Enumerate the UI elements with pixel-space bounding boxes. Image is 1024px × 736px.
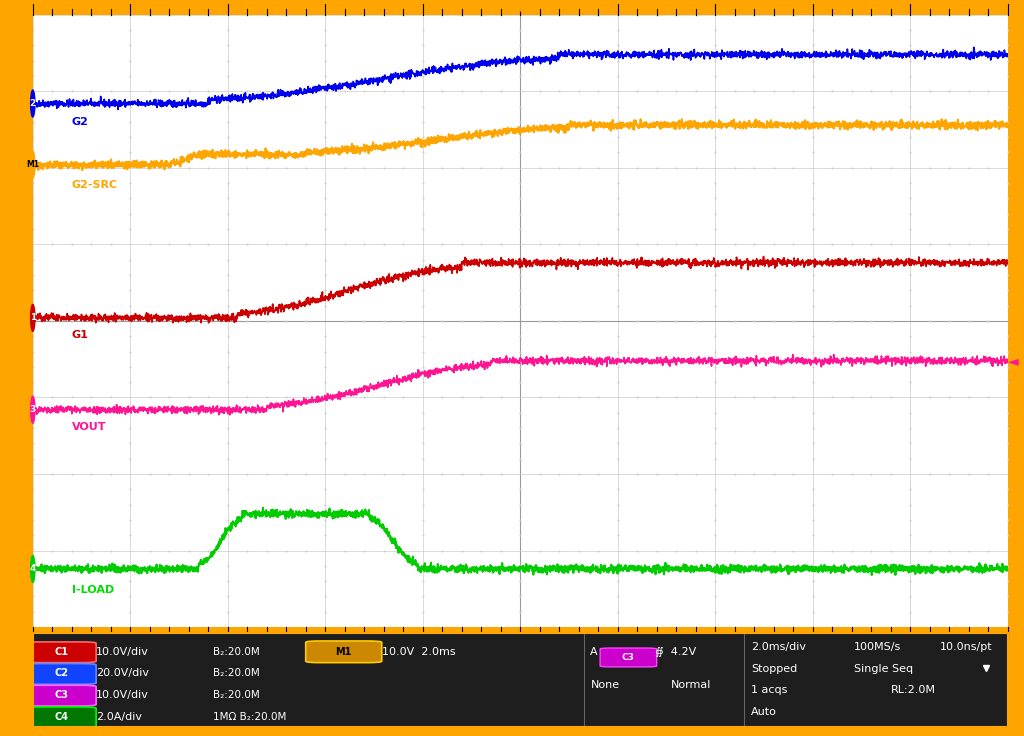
Text: C4: C4 bbox=[54, 712, 68, 722]
Text: G1: G1 bbox=[72, 330, 89, 340]
Text: C3: C3 bbox=[54, 690, 68, 700]
Text: M1: M1 bbox=[336, 647, 352, 657]
FancyBboxPatch shape bbox=[306, 641, 382, 662]
Text: ◄: ◄ bbox=[1008, 354, 1018, 368]
Text: C3: C3 bbox=[622, 653, 635, 662]
Text: RL:2.0M: RL:2.0M bbox=[891, 685, 936, 696]
Text: Single Seq: Single Seq bbox=[854, 664, 912, 673]
Text: G2-SRC: G2-SRC bbox=[72, 180, 118, 190]
Text: 1: 1 bbox=[30, 314, 36, 322]
Text: 10.0ns/pt: 10.0ns/pt bbox=[939, 642, 992, 652]
Text: Auto: Auto bbox=[752, 707, 777, 717]
Circle shape bbox=[31, 90, 35, 117]
Text: VOUT: VOUT bbox=[72, 422, 106, 433]
Text: 1MΩ B₂:20.0M: 1MΩ B₂:20.0M bbox=[213, 712, 287, 722]
Text: None: None bbox=[591, 680, 620, 690]
Text: 1 acqs: 1 acqs bbox=[752, 685, 787, 696]
FancyBboxPatch shape bbox=[26, 664, 96, 684]
Text: C2: C2 bbox=[54, 668, 68, 679]
Circle shape bbox=[31, 152, 35, 178]
Text: B₂:20.0M: B₂:20.0M bbox=[213, 668, 260, 679]
Circle shape bbox=[31, 556, 35, 582]
Text: B₂:20.0M: B₂:20.0M bbox=[213, 690, 260, 700]
Text: B₂:20.0M: B₂:20.0M bbox=[213, 647, 260, 657]
Text: 2.0ms/div: 2.0ms/div bbox=[752, 642, 806, 652]
Text: M1: M1 bbox=[27, 160, 39, 169]
Text: 20.0V/div: 20.0V/div bbox=[96, 668, 150, 679]
FancyBboxPatch shape bbox=[26, 642, 96, 662]
Text: I-LOAD: I-LOAD bbox=[72, 585, 114, 595]
FancyBboxPatch shape bbox=[26, 685, 96, 706]
Text: ∯  4.2V: ∯ 4.2V bbox=[654, 647, 696, 657]
Text: C1: C1 bbox=[54, 647, 68, 657]
Text: 100MS/s: 100MS/s bbox=[854, 642, 901, 652]
Text: Normal: Normal bbox=[672, 680, 712, 690]
Text: 2.0A/div: 2.0A/div bbox=[96, 712, 142, 722]
Text: 10.0V  2.0ms: 10.0V 2.0ms bbox=[382, 647, 456, 657]
Text: 3: 3 bbox=[30, 406, 36, 414]
FancyBboxPatch shape bbox=[600, 648, 656, 667]
Text: 10.0V/div: 10.0V/div bbox=[96, 647, 150, 657]
Text: 2: 2 bbox=[30, 99, 36, 108]
Text: 4: 4 bbox=[30, 565, 36, 573]
Text: 10.0V/div: 10.0V/div bbox=[96, 690, 150, 700]
Text: A: A bbox=[591, 647, 598, 657]
Text: G2: G2 bbox=[72, 117, 89, 127]
Circle shape bbox=[31, 305, 35, 331]
Circle shape bbox=[31, 396, 35, 423]
FancyBboxPatch shape bbox=[26, 707, 96, 728]
Text: Stopped: Stopped bbox=[752, 664, 798, 673]
Text: ▼: ▼ bbox=[514, 0, 526, 15]
